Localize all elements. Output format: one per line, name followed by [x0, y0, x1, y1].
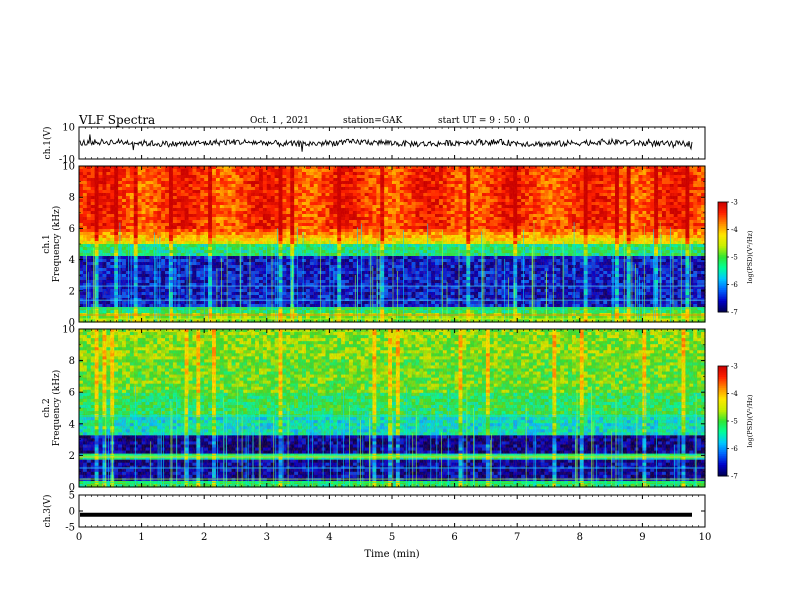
xtick-label: 6: [451, 532, 457, 543]
ylabel-spec2-frequency: Frequency (kHz): [51, 370, 62, 447]
ylabel-spec1-frequency: Frequency (kHz): [51, 206, 62, 283]
colorbar-tick-label-2: -7: [731, 473, 738, 481]
ylabel-spec2-channel: ch.2: [42, 398, 52, 417]
colorbar-tick-label-2: -4: [731, 390, 738, 398]
ytick-label-spec2: 8: [69, 356, 75, 367]
ytick-label-spec1: 8: [69, 193, 75, 204]
xtick-label: 5: [389, 532, 395, 543]
panel-frame-4: [78, 494, 706, 528]
xtick-label: 10: [699, 532, 712, 543]
ytick-label-spec1: 4: [69, 255, 75, 266]
ytick-label-wave2: 0: [69, 507, 75, 518]
colorbar-tick-label-1: -7: [731, 309, 738, 317]
xtick-label: 0: [76, 532, 82, 543]
station-label: station=GAK: [343, 116, 403, 126]
xtick-label: 1: [138, 532, 144, 543]
colorbar-2: [718, 366, 727, 477]
colorbar-1: [718, 202, 727, 313]
ytick-label-spec2: 10: [62, 325, 75, 336]
ytick-label-wave1: 10: [62, 123, 75, 134]
start-time-label: start UT = 9 : 50 : 0: [438, 116, 530, 126]
ytick-label-wave1: -10: [59, 155, 75, 166]
ylabel-wave1: ch.1(V): [42, 127, 53, 160]
ytick-label-wave2: 5: [69, 491, 75, 502]
colorbar-tick-label-2: -5: [731, 418, 738, 426]
ytick-label-spec1: 0: [69, 318, 75, 329]
colorbar-tick-label-2: -6: [731, 445, 738, 453]
colorbar-tick-label-1: -4: [731, 226, 738, 234]
xtick-label: 7: [514, 532, 520, 543]
ytick-label-spec1: 10: [62, 162, 75, 173]
colorbar-tick-label-1: -6: [731, 281, 738, 289]
ytick-label-spec1: 6: [69, 224, 75, 235]
date-label: Oct. 1 , 2021: [250, 116, 309, 126]
ytick-label-spec1: 2: [69, 286, 75, 297]
ytick-label-wave2: -5: [65, 523, 75, 534]
xtick-label: 3: [264, 532, 270, 543]
ch2-spectrogram-image: [79, 329, 706, 488]
x-axis-label: Time (min): [364, 549, 419, 560]
ylabel-wave2: ch.3(V): [42, 495, 53, 528]
ylabel-spec1-channel: ch.1: [42, 234, 52, 253]
colorbar-tick-label-1: -5: [731, 254, 738, 262]
ytick-label-spec2: 6: [69, 388, 75, 399]
colorbar-label-2: log(PSD)(V²/Hz): [746, 394, 754, 447]
ytick-label-spec2: 2: [69, 451, 75, 462]
ytick-label-spec2: 4: [69, 419, 75, 430]
xtick-label: 4: [326, 532, 332, 543]
chart-title: VLF Spectra: [79, 113, 156, 127]
colorbar-label-1: log(PSD)(V²/Hz): [746, 230, 754, 283]
colorbar-tick-label-2: -3: [731, 363, 738, 371]
colorbar-tick-label-1: -3: [731, 199, 738, 207]
ch1-spectrogram-image: [79, 166, 706, 323]
xtick-label: 8: [577, 532, 583, 543]
ytick-label-spec2: 0: [69, 483, 75, 494]
xtick-label: 2: [201, 532, 207, 543]
xtick-label: 9: [639, 532, 645, 543]
ch1-waveform-line: [79, 134, 693, 152]
